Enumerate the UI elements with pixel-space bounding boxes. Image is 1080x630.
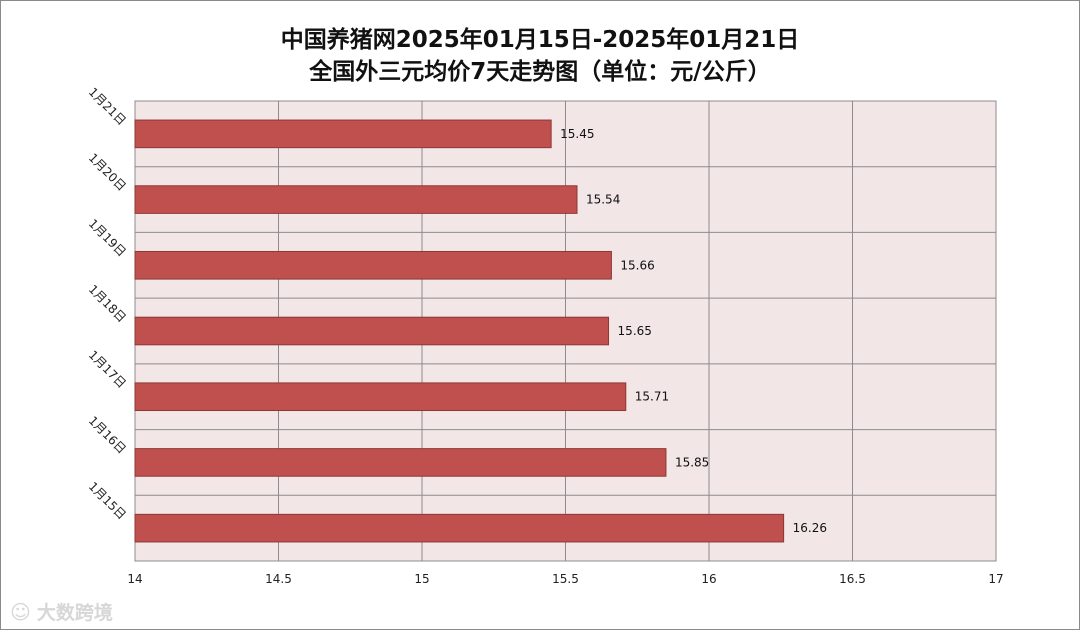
chart-title-line1: 中国养猪网2025年01月15日-2025年01月21日 bbox=[280, 27, 800, 53]
bar bbox=[134, 185, 578, 214]
bar bbox=[134, 250, 612, 280]
x-tick-label: 16.5 bbox=[839, 572, 866, 586]
x-tick-label: 14.5 bbox=[265, 572, 292, 586]
y-category-label: 1月16日 bbox=[86, 413, 129, 456]
bar bbox=[134, 316, 610, 346]
data-label: 15.85 bbox=[675, 455, 709, 469]
y-category-label: 1月17日 bbox=[86, 348, 129, 391]
data-label: 15.66 bbox=[620, 258, 654, 272]
x-tick-label: 15.5 bbox=[552, 572, 579, 586]
data-label: 15.65 bbox=[618, 324, 652, 338]
y-category-label: 1月21日 bbox=[86, 85, 129, 128]
y-category-label: 1月20日 bbox=[86, 151, 129, 194]
watermark: ☺ 大数跨境 bbox=[10, 598, 113, 625]
x-tick-label: 15 bbox=[414, 572, 429, 586]
data-label: 16.26 bbox=[793, 521, 827, 535]
y-category-label: 1月18日 bbox=[86, 282, 129, 325]
x-tick-label: 17 bbox=[988, 572, 1003, 586]
bar bbox=[134, 382, 627, 412]
bar bbox=[134, 448, 667, 477]
bar bbox=[134, 119, 552, 149]
data-label: 15.71 bbox=[635, 390, 669, 404]
bar bbox=[134, 513, 785, 543]
y-category-label: 1月19日 bbox=[86, 216, 129, 259]
watermark-text: 大数跨境 bbox=[36, 602, 113, 624]
watermark-logo-icon: ☺ bbox=[10, 599, 31, 624]
data-label: 15.45 bbox=[560, 127, 594, 141]
chart-title-line2: 全国外三元均价7天走势图（单位：元/公斤） bbox=[309, 59, 771, 85]
data-label: 15.54 bbox=[586, 193, 620, 207]
y-category-label: 1月15日 bbox=[86, 479, 129, 522]
x-tick-label: 16 bbox=[701, 572, 716, 586]
x-tick-label: 14 bbox=[127, 572, 142, 586]
